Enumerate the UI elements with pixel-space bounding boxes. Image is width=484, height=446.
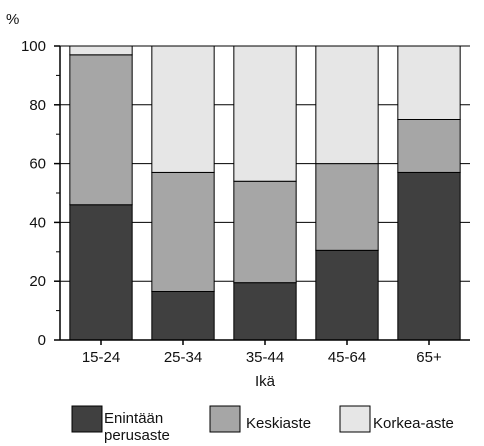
bar-45-64-enintaan-perusaste (315, 249, 379, 341)
y-tick-label-100: 100 (21, 38, 46, 55)
legend-item-korkea-aste: Korkea-aste (339, 405, 454, 433)
bar-15-24-keskiaste (69, 54, 133, 206)
bar-35-44-keskiaste (233, 180, 297, 284)
bar-45-64-korkea-aste (315, 45, 379, 165)
legend-label-keskiaste: Keskiaste (246, 415, 311, 432)
axes (54, 45, 470, 345)
legend-label-enintaan-perusaste-line1: Enintään (104, 410, 163, 427)
x-tick-label-35-44: 35-44 (246, 349, 284, 366)
bar-35-44-enintaan-perusaste (233, 282, 297, 341)
legend-label-enintaan-perusaste-line2: perusaste (104, 427, 170, 444)
y-axis-title: % (6, 11, 19, 28)
legend-item-keskiaste: Keskiaste (209, 405, 311, 433)
y-tick-label-80: 80 (29, 97, 46, 114)
x-tick-label-15-24: 15-24 (82, 349, 120, 366)
legend: Enintään perusaste Keskiaste Korkea-aste (71, 405, 454, 444)
y-tick-label-60: 60 (29, 156, 46, 173)
legend-swatch-keskiaste (209, 405, 241, 433)
bar-65-keskiaste (397, 119, 461, 173)
bar-65-enintaan-perusaste (397, 171, 461, 341)
bar-25-34-keskiaste (151, 171, 215, 292)
bar-25-34-enintaan-perusaste (151, 290, 215, 341)
bar-15-24-korkea-aste (69, 45, 133, 56)
legend-swatch-korkea-aste (339, 405, 371, 433)
x-tick-label-45-64: 45-64 (328, 349, 366, 366)
bar-25-34-korkea-aste (151, 45, 215, 173)
legend-item-enintaan-perusaste: Enintään perusaste (71, 405, 170, 444)
bars (69, 45, 461, 341)
bar-65-korkea-aste (397, 45, 461, 120)
x-axis-title: Ikä (255, 373, 276, 390)
legend-swatch-enintaan-perusaste (71, 405, 103, 433)
x-tick-label-65: 65+ (416, 349, 442, 366)
y-tick-label-20: 20 (29, 273, 46, 290)
bar-35-44-korkea-aste (233, 45, 297, 182)
y-tick-labels: 0 20 40 60 80 100 (21, 38, 46, 349)
x-tick-labels: 15-24 25-34 35-44 45-64 65+ (82, 349, 442, 366)
y-tick-label-40: 40 (29, 214, 46, 231)
bar-45-64-keskiaste (315, 163, 379, 251)
legend-label-korkea-aste: Korkea-aste (373, 415, 454, 432)
bar-15-24-enintaan-perusaste (69, 204, 133, 341)
x-tick-label-25-34: 25-34 (164, 349, 202, 366)
y-tick-label-0: 0 (38, 332, 46, 349)
